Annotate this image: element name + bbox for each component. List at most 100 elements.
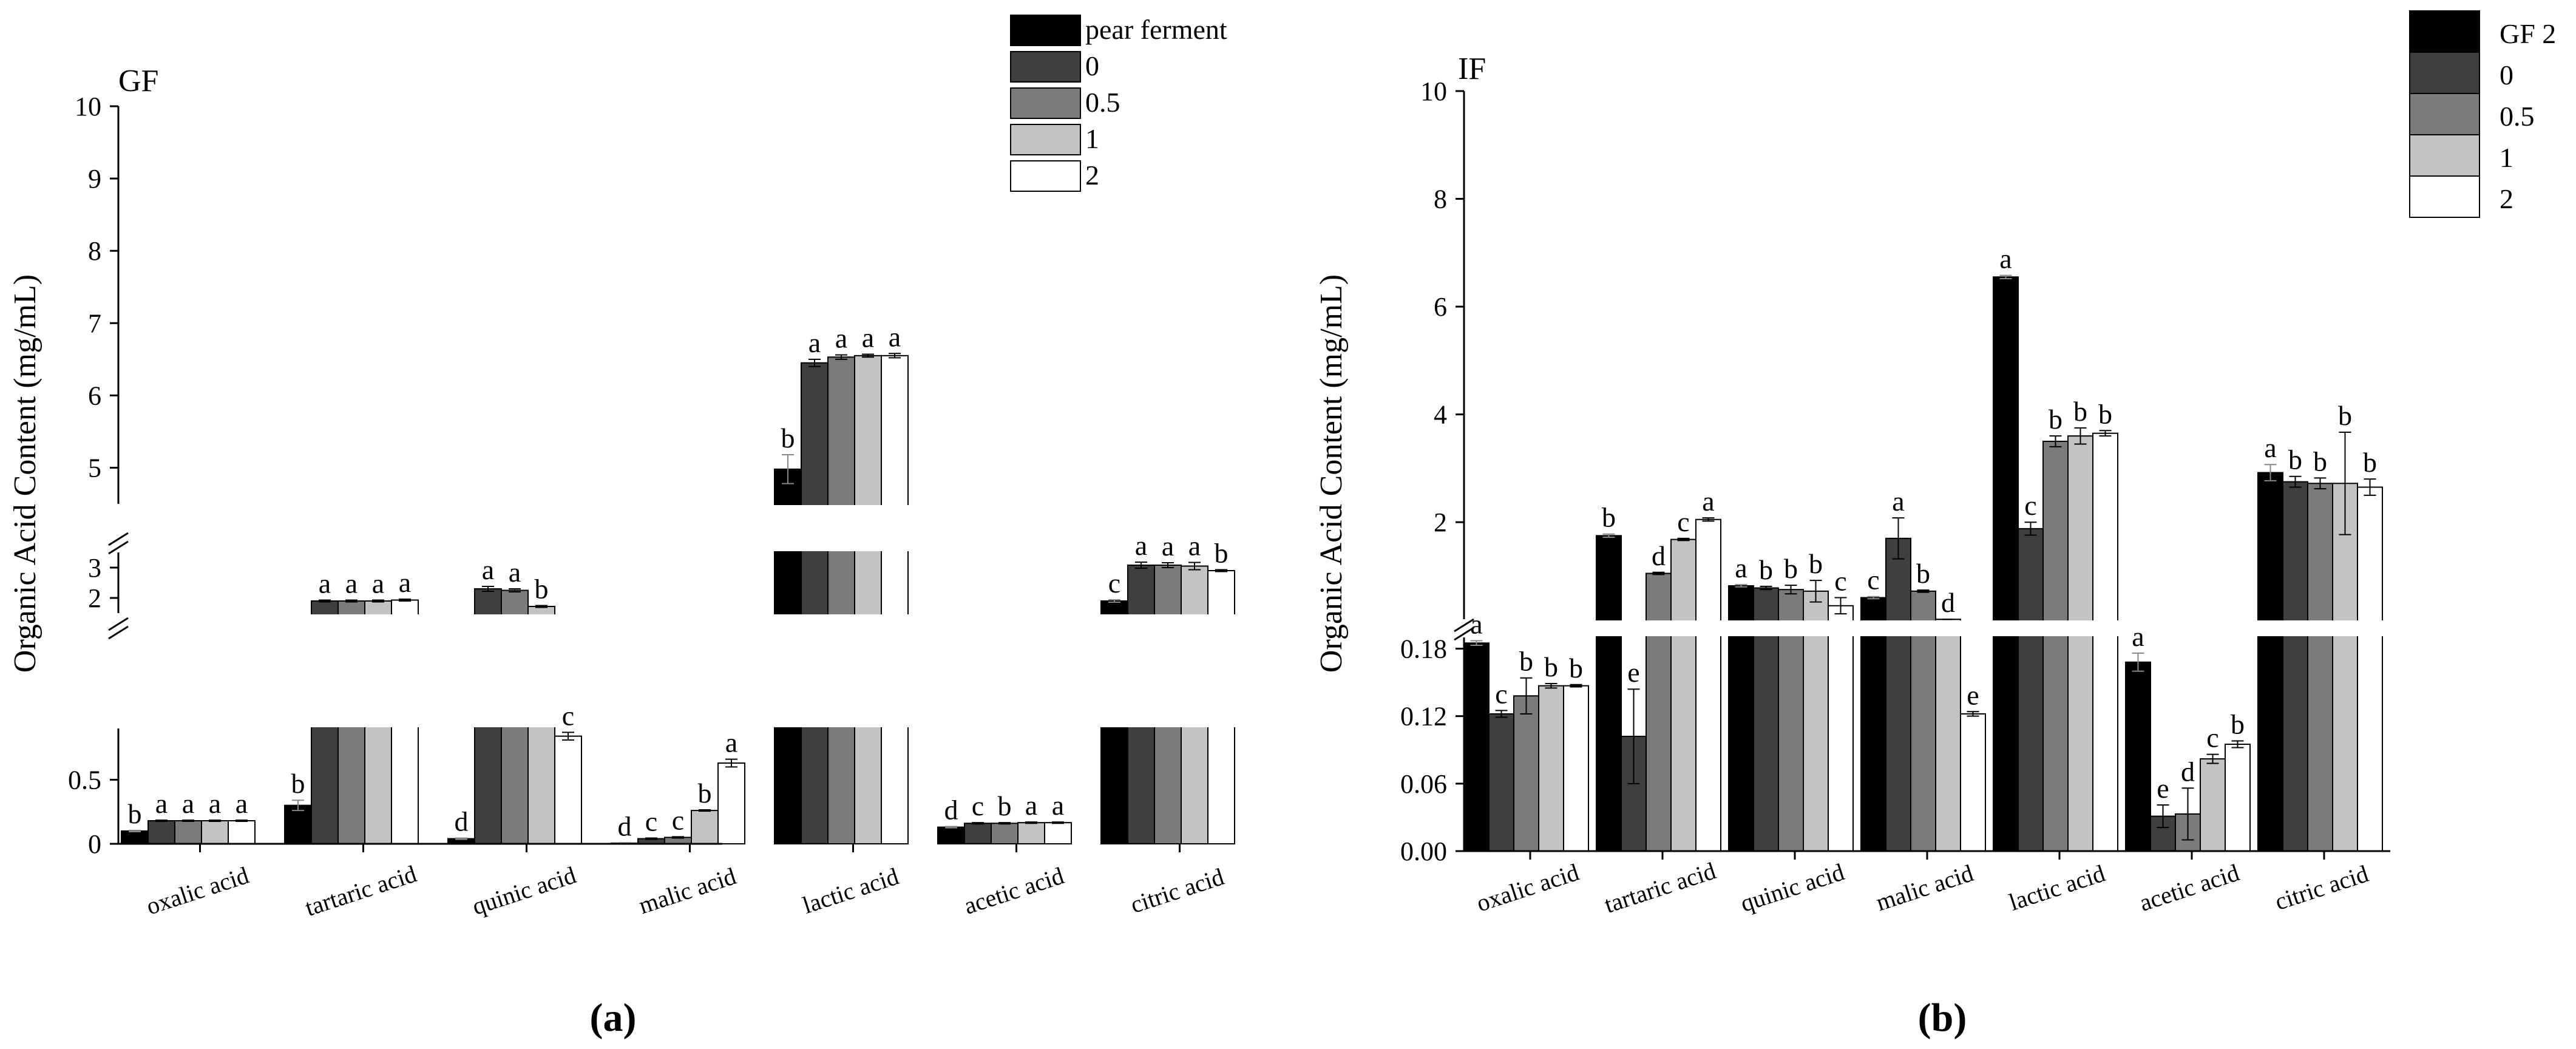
error-bar: [209, 819, 221, 823]
bar-break-gap: [1695, 620, 1722, 636]
significance-letter: b: [2098, 398, 2112, 429]
x-tick-label: tartaric acid: [302, 860, 419, 921]
bar-break-gap: [2042, 620, 2069, 636]
significance-letter: b: [698, 778, 712, 809]
legend-label: 0: [1085, 50, 1099, 81]
bar-break-gap: [390, 614, 419, 727]
significance-letter: b: [1569, 653, 1583, 684]
bar-a-1-0: [284, 804, 312, 844]
bar-b-0-0: [1463, 642, 1490, 852]
bar-break-gap: [800, 614, 829, 727]
bar-b-6-3: [2332, 483, 2358, 852]
bar-break-gap: [1860, 620, 1887, 636]
error-bar: [2206, 753, 2219, 764]
significance-letter: c: [1495, 678, 1507, 709]
bar-break-gap: [880, 614, 909, 727]
error-bar: [862, 353, 874, 358]
bar-b-3-4: [1960, 713, 1986, 852]
error-bar: [1162, 562, 1174, 568]
y-tick-label: 10: [1420, 76, 1447, 106]
y-tick-label: 8: [1434, 185, 1447, 214]
error-bar: [1495, 710, 1508, 718]
significance-letter: a: [345, 568, 358, 599]
legend-label: pear ferment: [1085, 14, 1227, 45]
error-bar: [1834, 597, 1847, 615]
bar-break-gap: [500, 614, 529, 727]
error-bar: [1052, 821, 1064, 824]
bar-break-gap: [1910, 620, 1937, 636]
y-tick-label: 3: [88, 553, 101, 583]
error-bar: [1215, 569, 1227, 572]
x-tick-labels-a: oxalic acid tartaric acid quinic acid malic…: [143, 860, 1227, 921]
x-tick-label: oxalic acid: [143, 861, 252, 920]
error-bar: [372, 599, 384, 603]
y-tick-label: 8: [88, 236, 101, 266]
x-tick-label: oxalic acid: [1473, 858, 1582, 917]
significance-letter: b: [2073, 396, 2087, 427]
error-bar: [1627, 688, 1640, 784]
error-bar: [2024, 521, 2037, 536]
y-tick-label: 4: [1434, 400, 1447, 430]
y-tick-label: 6: [88, 381, 101, 410]
error-bar: [2157, 804, 2169, 829]
legend-swatch: [2409, 52, 2480, 94]
x-tick-label: acetic acid: [961, 862, 1067, 920]
significance-letter: b: [1916, 558, 1930, 589]
bar-break-gap: [2257, 620, 2284, 636]
bar-break-gap: [1992, 620, 2019, 636]
bar-break-gap: [337, 614, 366, 727]
legend-swatch: [1010, 87, 1081, 119]
error-bar: [2231, 740, 2244, 749]
error-bar: [1545, 682, 1557, 689]
significance-letter: c: [1677, 506, 1689, 537]
significance-letter: d: [455, 806, 469, 837]
bar-b-6-1: [2282, 481, 2308, 852]
y-tick-label: 2: [1434, 508, 1447, 537]
y-tick-label: 0.18: [1400, 634, 1447, 664]
bar-break-gap: [2017, 620, 2044, 636]
legend-swatch: [1010, 15, 1081, 46]
bar-a-4-4: [881, 355, 909, 844]
x-tick-label: tartaric acid: [1601, 857, 1719, 918]
significance-letter: a: [372, 568, 384, 599]
bar-break-gap: [1827, 620, 1854, 636]
error-bar: [2049, 435, 2062, 447]
significance-letter: c: [1867, 565, 1879, 596]
error-bar: [2339, 431, 2351, 535]
error-bar: [509, 588, 521, 592]
error-bar: [725, 758, 737, 768]
bar-a-5-2: [991, 823, 1019, 844]
significance-letter: b: [2338, 400, 2352, 431]
bar-b-0-1: [1488, 713, 1514, 852]
bar-a-4-3: [854, 355, 882, 844]
error-bar: [1520, 677, 1533, 715]
error-bar: [129, 829, 141, 832]
significance-letter: a: [209, 788, 221, 819]
error-bar: [1867, 596, 1880, 600]
bar-break-gap: [800, 505, 829, 551]
bar-b-5-4: [2225, 744, 2251, 852]
bar-b-0-4: [1563, 685, 1589, 852]
bar-break-gap: [2282, 620, 2309, 636]
bar-b-0-2: [1513, 695, 1539, 852]
significance-letter: c: [1108, 568, 1120, 599]
error-bar: [1025, 821, 1037, 824]
bar-break-gap: [827, 614, 856, 727]
bar-a-5-1: [964, 823, 992, 844]
significance-letter: b: [1809, 548, 1823, 579]
error-bar: [1999, 274, 2012, 279]
bar-break-gap: [1802, 620, 1829, 636]
bar-b-5-3: [2200, 758, 2226, 852]
bar-break-gap: [1727, 620, 1755, 636]
error-bar: [1785, 585, 1797, 595]
significance-letter: a: [1735, 552, 1747, 583]
significance-letter: c: [672, 804, 684, 835]
significance-letter: a: [725, 727, 737, 758]
bar-break-gap: [827, 505, 856, 551]
legend-swatch: [1010, 160, 1081, 192]
significance-letter: b: [1759, 554, 1773, 585]
significance-letter: e: [1967, 679, 1979, 710]
chart-title-a: GF: [118, 64, 158, 98]
significance-letter: d: [618, 810, 632, 841]
